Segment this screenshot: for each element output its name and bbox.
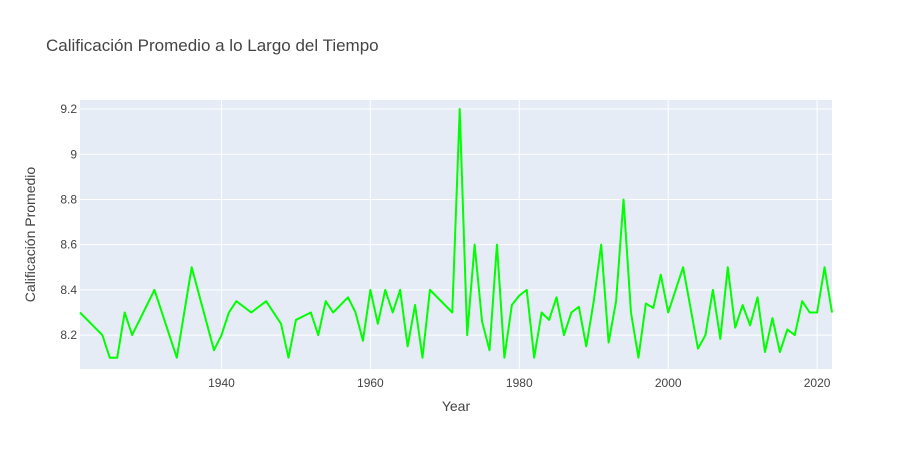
y-axis-ticks: 8.2 8.4 8.6 8.8 9 9.2 — [60, 102, 77, 342]
x-tick-label: 1940 — [208, 376, 235, 390]
x-tick-label: 2020 — [804, 376, 831, 390]
x-tick-label: 1980 — [506, 376, 533, 390]
y-tick-label: 9.2 — [60, 102, 77, 116]
x-axis-ticks: 1940 1960 1980 2000 2020 — [208, 376, 831, 390]
y-tick-label: 8.4 — [60, 283, 77, 297]
series-line — [79, 108, 833, 359]
y-tick-label: 8.2 — [60, 328, 77, 342]
y-axis-title: Calificación Promedio — [22, 167, 38, 303]
y-tick-label: 9 — [70, 147, 77, 161]
gridlines — [80, 100, 832, 369]
x-axis-title: Year — [442, 398, 471, 414]
x-tick-label: 1960 — [357, 376, 384, 390]
chart-title: Calificación Promedio a lo Largo del Tie… — [46, 36, 379, 55]
y-tick-label: 8.8 — [60, 192, 77, 206]
x-tick-label: 2000 — [655, 376, 682, 390]
y-tick-label: 8.6 — [60, 238, 77, 252]
